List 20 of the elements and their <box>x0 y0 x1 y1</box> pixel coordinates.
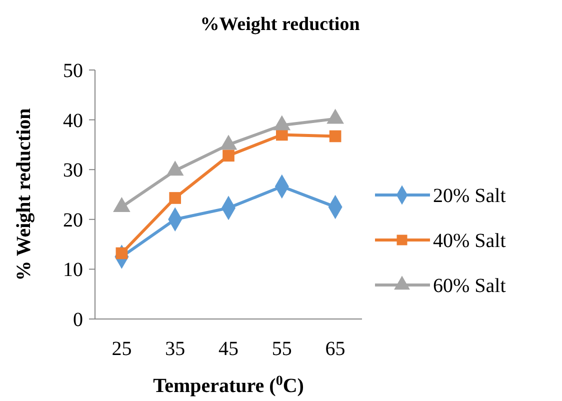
legend-label: 40% Salt <box>433 230 506 252</box>
y-tick-label: 40 <box>63 110 83 132</box>
y-tick-label: 0 <box>73 309 83 331</box>
y-tick-label: 30 <box>63 160 83 182</box>
x-tick-label: 45 <box>218 338 238 360</box>
legend-label: 60% Salt <box>433 275 506 297</box>
x-tick-label: 55 <box>272 338 292 360</box>
chart-title: %Weight reduction <box>200 14 360 35</box>
point <box>329 130 342 142</box>
y-tick-label: 20 <box>63 209 83 232</box>
point <box>222 150 234 162</box>
x-axis-title: Temperature ($^{0}$C) <box>153 374 304 397</box>
x-tick-label: 65 <box>325 338 346 360</box>
legend-label: 20% Salt <box>433 185 506 207</box>
y-tick-label: 10 <box>63 259 83 282</box>
x-tick-label: 25 <box>112 338 132 360</box>
x-tick-label: 35 <box>165 338 186 360</box>
y-axis-title: % Weight reduction <box>13 108 35 281</box>
point <box>169 192 182 204</box>
y-tick-label: 50 <box>63 60 83 82</box>
